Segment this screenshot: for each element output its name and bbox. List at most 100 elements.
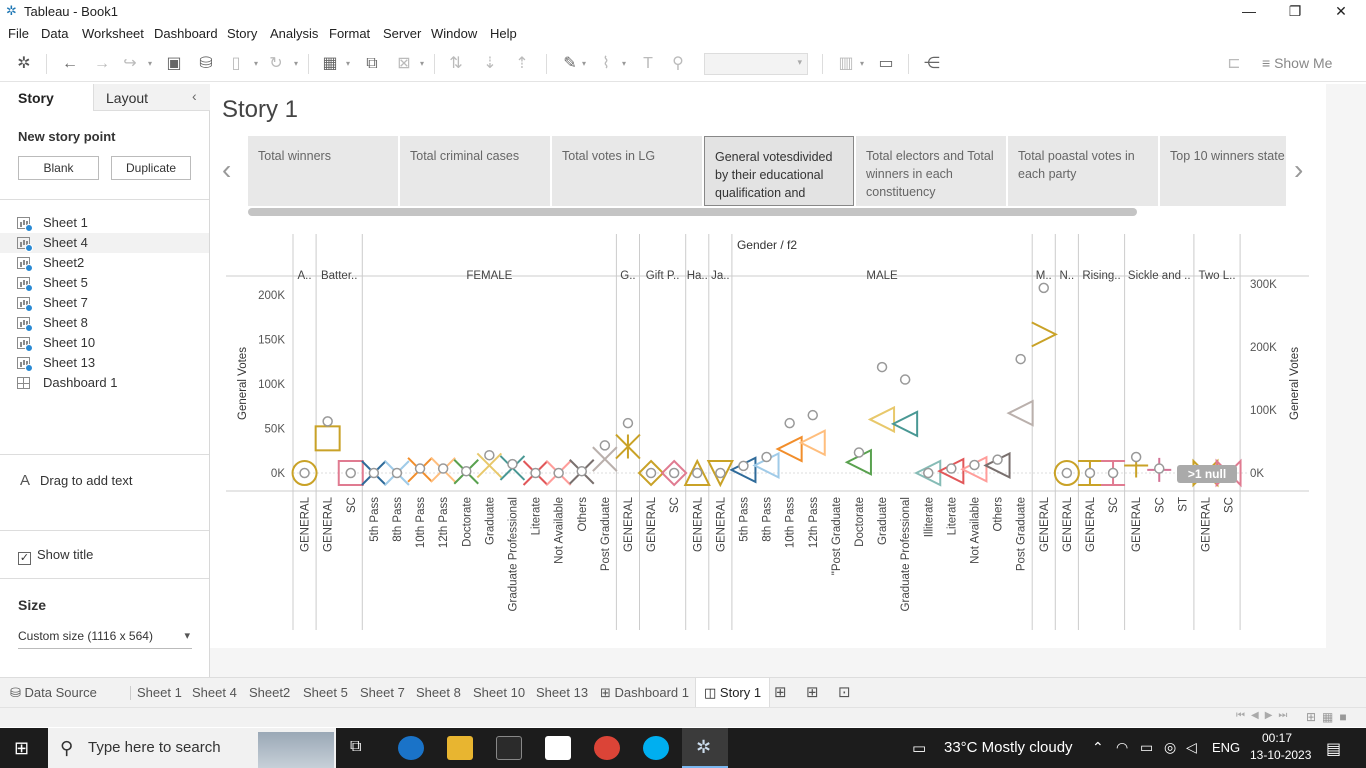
menu-data[interactable]: Data — [41, 26, 69, 41]
duplicate-sheet-icon[interactable]: ⧉ — [366, 55, 378, 72]
battery-icon[interactable]: ▭ — [1140, 739, 1154, 755]
clear-sheet-icon[interactable]: ⊠ — [397, 55, 411, 72]
story-point[interactable]: Total poastal votes in each party — [1008, 136, 1158, 206]
file-explorer-icon[interactable] — [447, 736, 473, 760]
fit-icon[interactable]: ▥ — [838, 55, 854, 72]
story-point-active[interactable]: General votesdivided by their educationa… — [704, 136, 854, 206]
drag-to-add-text[interactable]: A Drag to add text — [20, 472, 133, 489]
format-painter-icon[interactable]: ⊏ — [1227, 55, 1241, 72]
new-dashboard-tab-icon[interactable]: ⊞ — [806, 684, 819, 701]
taskbar-search[interactable]: ⚲ Type here to search — [48, 728, 336, 768]
weather-text[interactable]: 33°C Mostly cloudy — [944, 739, 1073, 756]
mail-icon[interactable] — [545, 736, 571, 760]
tab-sheet-7[interactable]: Sheet 7 — [360, 685, 405, 700]
network-icon[interactable]: ◠ — [1116, 739, 1129, 755]
story-sheet-item[interactable]: Sheet 1 — [0, 213, 209, 233]
tab-sheet-1[interactable]: Sheet 1 — [137, 685, 182, 700]
tab-story[interactable]: Story — [18, 90, 54, 106]
story-sheet-item[interactable]: Sheet 13 — [0, 353, 209, 373]
minimize-icon[interactable]: — — [1242, 3, 1256, 19]
story-points-scrollbar[interactable] — [248, 208, 1137, 216]
sort-ascending-icon[interactable]: ⇣ — [483, 55, 497, 72]
language-indicator[interactable]: ENG — [1212, 740, 1241, 755]
view-mode-icons[interactable]: ⊞▦■ — [1306, 710, 1353, 724]
presentation-mode-icon[interactable]: ▭ — [878, 55, 894, 72]
sort-descending-icon[interactable]: ⇡ — [515, 55, 529, 72]
edge-icon[interactable] — [398, 736, 424, 760]
menu-analysis[interactable]: Analysis — [270, 26, 319, 41]
show-hidden-icons[interactable]: ⌃ — [1092, 739, 1104, 755]
story-sheet-item[interactable]: Sheet2 — [0, 253, 209, 273]
tableau-home-icon[interactable]: ✲ — [17, 55, 31, 72]
sheet-nav-icons[interactable]: ⏮◀▶⏭ — [1236, 710, 1294, 721]
story-point[interactable]: Total votes in LG — [552, 136, 702, 206]
story-point[interactable]: Total criminal cases — [400, 136, 550, 206]
tab-dashboard-1[interactable]: ⊞ Dashboard 1 — [600, 678, 689, 708]
story-sheet-item[interactable]: Sheet 8 — [0, 313, 209, 333]
story-sheet-item[interactable]: Sheet 7 — [0, 293, 209, 313]
tab-story-1[interactable]: ◫ Story 1 — [695, 678, 771, 708]
menu-file[interactable]: File — [8, 26, 29, 41]
highlight-icon[interactable]: ✎ — [563, 55, 577, 72]
menu-worksheet[interactable]: Worksheet — [82, 26, 144, 41]
volume-icon[interactable]: ◁ — [1186, 739, 1197, 755]
story-point[interactable]: Total electors and Total winners in each… — [856, 136, 1006, 206]
show-title-checkbox[interactable]: ✓ Show title — [18, 547, 93, 565]
menu-dashboard[interactable]: Dashboard — [154, 26, 218, 41]
replay-icon[interactable]: ↪ — [123, 55, 137, 72]
restore-icon[interactable]: ❐ — [1288, 3, 1302, 19]
chrome-icon[interactable] — [594, 736, 620, 760]
menu-window[interactable]: Window — [431, 26, 478, 41]
undo-icon[interactable]: ← — [62, 55, 78, 72]
clock-date[interactable]: 13-10-2023 — [1250, 748, 1312, 762]
fit-combo[interactable] — [704, 53, 808, 75]
story-dashboard-item[interactable]: Dashboard 1 — [0, 373, 209, 393]
tab-sheet-13[interactable]: Sheet 13 — [536, 685, 589, 700]
refresh-icon[interactable]: ↻ — [269, 55, 283, 72]
new-data-source-icon[interactable]: ⛁ — [199, 55, 213, 72]
tab-sheet-4[interactable]: Sheet 4 — [192, 685, 237, 700]
show-me-button[interactable]: ≡ Show Me — [1262, 55, 1333, 71]
location-icon[interactable]: ◎ — [1164, 739, 1177, 755]
windows-start-icon[interactable]: ⊞ — [14, 738, 30, 758]
chevron-left-icon[interactable]: ‹ — [222, 154, 232, 185]
data-source-tab[interactable]: ⛁ Data Source — [10, 678, 97, 708]
menu-help[interactable]: Help — [490, 26, 517, 41]
tab-sheet2[interactable]: Sheet2 — [249, 685, 291, 700]
story-sheet-item[interactable]: Sheet 5 — [0, 273, 209, 293]
skype-icon[interactable] — [643, 736, 669, 760]
tableau-taskbar-icon[interactable]: ✲ — [682, 728, 728, 768]
duplicate-button[interactable]: Duplicate — [111, 156, 191, 180]
menu-server[interactable]: Server — [383, 26, 422, 41]
size-dropdown[interactable]: Custom size (1116 x 564) — [18, 629, 192, 649]
new-worksheet-icon[interactable]: ▦ — [322, 55, 338, 72]
tab-layout[interactable]: Layout — [93, 84, 210, 111]
story-point[interactable]: Total winners — [248, 136, 398, 206]
story-point[interactable]: Top 10 winners state — [1160, 136, 1286, 206]
pause-updates-icon[interactable]: ▯ — [231, 55, 241, 72]
blank-button[interactable]: Blank — [18, 156, 99, 180]
swap-icon[interactable]: ⇅ — [449, 55, 463, 72]
attach-icon[interactable]: ⌇ — [602, 55, 610, 72]
tab-sheet-8[interactable]: Sheet 8 — [416, 685, 461, 700]
close-icon[interactable]: ✕ — [1335, 3, 1347, 19]
new-story-tab-icon[interactable]: ⊡ — [838, 684, 851, 701]
task-view-icon[interactable]: ⧉ — [350, 738, 362, 755]
save-icon[interactable]: ▣ — [166, 55, 182, 72]
share-icon[interactable]: ⋲ — [924, 55, 940, 72]
labels-icon[interactable]: T — [643, 55, 653, 72]
pin-icon[interactable]: ⚲ — [672, 55, 684, 72]
story-sheet-item[interactable]: Sheet 10 — [0, 333, 209, 353]
clock-time[interactable]: 00:17 — [1262, 731, 1293, 745]
collapse-pane-icon[interactable]: ‹ — [192, 88, 197, 104]
tab-sheet-5[interactable]: Sheet 5 — [303, 685, 348, 700]
tab-sheet-10[interactable]: Sheet 10 — [473, 685, 526, 700]
story-sheet-item[interactable]: Sheet 4 — [0, 233, 209, 253]
menu-story[interactable]: Story — [227, 26, 258, 41]
redo-icon[interactable]: → — [94, 55, 110, 72]
store-icon[interactable] — [496, 736, 522, 760]
chevron-right-icon[interactable]: › — [1294, 154, 1304, 185]
notifications-icon[interactable]: ▤ — [1326, 741, 1342, 758]
new-worksheet-tab-icon[interactable]: ⊞ — [774, 684, 787, 701]
menu-format[interactable]: Format — [329, 26, 371, 41]
